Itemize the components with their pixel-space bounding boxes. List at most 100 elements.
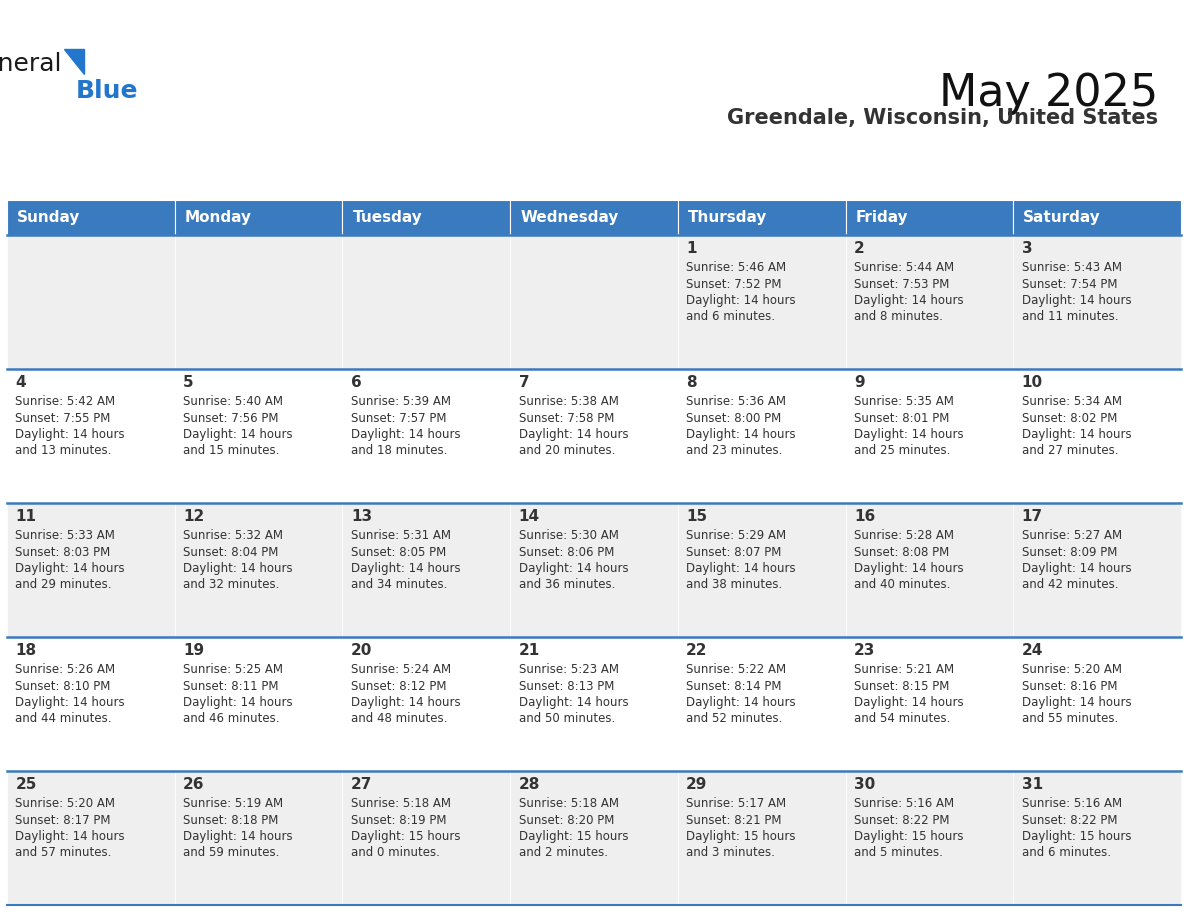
Text: Daylight: 14 hours: Daylight: 14 hours bbox=[350, 562, 461, 575]
Bar bbox=[175, 771, 342, 905]
Text: Sunset: 8:13 PM: Sunset: 8:13 PM bbox=[518, 679, 614, 692]
Text: and 20 minutes.: and 20 minutes. bbox=[518, 444, 615, 457]
Text: Sunset: 8:09 PM: Sunset: 8:09 PM bbox=[1022, 545, 1117, 558]
Bar bbox=[7, 369, 175, 503]
Text: Sunrise: 5:31 AM: Sunrise: 5:31 AM bbox=[350, 529, 450, 542]
Text: Sunrise: 5:26 AM: Sunrise: 5:26 AM bbox=[15, 663, 115, 676]
Text: and 52 minutes.: and 52 minutes. bbox=[687, 712, 783, 725]
Text: 24: 24 bbox=[1022, 643, 1043, 658]
Text: Sunrise: 5:21 AM: Sunrise: 5:21 AM bbox=[854, 663, 954, 676]
Text: Sunrise: 5:30 AM: Sunrise: 5:30 AM bbox=[518, 529, 619, 542]
Text: Sunrise: 5:40 AM: Sunrise: 5:40 AM bbox=[183, 395, 283, 408]
Text: Sunrise: 5:24 AM: Sunrise: 5:24 AM bbox=[350, 663, 451, 676]
Bar bbox=[510, 235, 678, 369]
Text: 1: 1 bbox=[687, 241, 696, 256]
Text: and 59 minutes.: and 59 minutes. bbox=[183, 846, 279, 859]
Text: 7: 7 bbox=[518, 375, 529, 390]
Text: Sunset: 8:16 PM: Sunset: 8:16 PM bbox=[1022, 679, 1117, 692]
Text: Daylight: 15 hours: Daylight: 15 hours bbox=[854, 830, 963, 843]
Text: Sunset: 8:14 PM: Sunset: 8:14 PM bbox=[687, 679, 782, 692]
Text: 22: 22 bbox=[687, 643, 708, 658]
Text: Sunset: 8:22 PM: Sunset: 8:22 PM bbox=[1022, 813, 1117, 826]
Text: Sunrise: 5:46 AM: Sunrise: 5:46 AM bbox=[687, 261, 786, 274]
Bar bbox=[7, 771, 175, 905]
Text: 2: 2 bbox=[854, 241, 865, 256]
Bar bbox=[175, 235, 342, 369]
Text: Daylight: 14 hours: Daylight: 14 hours bbox=[183, 562, 292, 575]
Text: Monday: Monday bbox=[185, 210, 252, 225]
Text: Sunrise: 5:38 AM: Sunrise: 5:38 AM bbox=[518, 395, 619, 408]
Text: Daylight: 14 hours: Daylight: 14 hours bbox=[854, 696, 963, 709]
Text: Sunset: 8:12 PM: Sunset: 8:12 PM bbox=[350, 679, 447, 692]
Text: 28: 28 bbox=[518, 777, 539, 792]
Text: Sunrise: 5:43 AM: Sunrise: 5:43 AM bbox=[1022, 261, 1121, 274]
Text: Saturday: Saturday bbox=[1023, 210, 1101, 225]
Text: Sunrise: 5:19 AM: Sunrise: 5:19 AM bbox=[183, 797, 283, 810]
Text: 17: 17 bbox=[1022, 509, 1043, 524]
Text: 31: 31 bbox=[1022, 777, 1043, 792]
Bar bbox=[678, 369, 846, 503]
Polygon shape bbox=[64, 49, 84, 74]
Text: and 48 minutes.: and 48 minutes. bbox=[350, 712, 447, 725]
Bar bbox=[7, 235, 175, 369]
Bar bbox=[175, 637, 342, 771]
Text: Daylight: 14 hours: Daylight: 14 hours bbox=[1022, 696, 1131, 709]
Text: Sunset: 7:56 PM: Sunset: 7:56 PM bbox=[183, 411, 279, 424]
Text: Sunset: 8:06 PM: Sunset: 8:06 PM bbox=[518, 545, 614, 558]
Text: Sunrise: 5:18 AM: Sunrise: 5:18 AM bbox=[350, 797, 450, 810]
Text: 26: 26 bbox=[183, 777, 204, 792]
Text: Daylight: 14 hours: Daylight: 14 hours bbox=[518, 562, 628, 575]
Bar bbox=[1013, 637, 1181, 771]
Text: Tuesday: Tuesday bbox=[353, 210, 422, 225]
Bar bbox=[510, 637, 678, 771]
Text: 16: 16 bbox=[854, 509, 876, 524]
Text: and 55 minutes.: and 55 minutes. bbox=[1022, 712, 1118, 725]
Bar bbox=[7, 200, 175, 235]
Text: Sunset: 8:00 PM: Sunset: 8:00 PM bbox=[687, 411, 782, 424]
Bar bbox=[342, 200, 510, 235]
Text: Daylight: 14 hours: Daylight: 14 hours bbox=[1022, 562, 1131, 575]
Bar bbox=[342, 771, 510, 905]
Bar bbox=[846, 771, 1013, 905]
Text: Daylight: 14 hours: Daylight: 14 hours bbox=[687, 294, 796, 307]
Text: and 40 minutes.: and 40 minutes. bbox=[854, 578, 950, 591]
Text: Sunset: 7:52 PM: Sunset: 7:52 PM bbox=[687, 277, 782, 290]
Text: 12: 12 bbox=[183, 509, 204, 524]
Text: Sunrise: 5:39 AM: Sunrise: 5:39 AM bbox=[350, 395, 450, 408]
Text: Sunset: 7:53 PM: Sunset: 7:53 PM bbox=[854, 277, 949, 290]
Text: and 36 minutes.: and 36 minutes. bbox=[518, 578, 615, 591]
Text: 6: 6 bbox=[350, 375, 361, 390]
Text: Sunset: 7:58 PM: Sunset: 7:58 PM bbox=[518, 411, 614, 424]
Bar bbox=[510, 200, 678, 235]
Bar bbox=[175, 369, 342, 503]
Text: Sunrise: 5:20 AM: Sunrise: 5:20 AM bbox=[15, 797, 115, 810]
Text: Daylight: 15 hours: Daylight: 15 hours bbox=[1022, 830, 1131, 843]
Text: Sunset: 8:22 PM: Sunset: 8:22 PM bbox=[854, 813, 949, 826]
Text: Sunset: 8:04 PM: Sunset: 8:04 PM bbox=[183, 545, 278, 558]
Text: Sunset: 7:54 PM: Sunset: 7:54 PM bbox=[1022, 277, 1117, 290]
Text: Sunrise: 5:28 AM: Sunrise: 5:28 AM bbox=[854, 529, 954, 542]
Bar bbox=[175, 200, 342, 235]
Text: Sunset: 8:19 PM: Sunset: 8:19 PM bbox=[350, 813, 447, 826]
Text: Sunset: 8:07 PM: Sunset: 8:07 PM bbox=[687, 545, 782, 558]
Text: and 0 minutes.: and 0 minutes. bbox=[350, 846, 440, 859]
Text: Sunrise: 5:18 AM: Sunrise: 5:18 AM bbox=[518, 797, 619, 810]
Text: 25: 25 bbox=[15, 777, 37, 792]
Text: Daylight: 14 hours: Daylight: 14 hours bbox=[183, 696, 292, 709]
Text: Sunrise: 5:36 AM: Sunrise: 5:36 AM bbox=[687, 395, 786, 408]
Text: Sunset: 8:11 PM: Sunset: 8:11 PM bbox=[183, 679, 279, 692]
Text: Sunrise: 5:16 AM: Sunrise: 5:16 AM bbox=[1022, 797, 1121, 810]
Text: Sunrise: 5:17 AM: Sunrise: 5:17 AM bbox=[687, 797, 786, 810]
Text: General: General bbox=[0, 52, 62, 76]
Text: Sunset: 8:15 PM: Sunset: 8:15 PM bbox=[854, 679, 949, 692]
Text: Sunset: 7:57 PM: Sunset: 7:57 PM bbox=[350, 411, 447, 424]
Text: Sunset: 7:55 PM: Sunset: 7:55 PM bbox=[15, 411, 110, 424]
Text: Daylight: 14 hours: Daylight: 14 hours bbox=[183, 428, 292, 441]
Text: Sunset: 8:10 PM: Sunset: 8:10 PM bbox=[15, 679, 110, 692]
Bar bbox=[1013, 369, 1181, 503]
Bar bbox=[510, 503, 678, 637]
Text: 23: 23 bbox=[854, 643, 876, 658]
Text: Sunrise: 5:25 AM: Sunrise: 5:25 AM bbox=[183, 663, 283, 676]
Text: Sunrise: 5:27 AM: Sunrise: 5:27 AM bbox=[1022, 529, 1121, 542]
Text: Sunrise: 5:23 AM: Sunrise: 5:23 AM bbox=[518, 663, 619, 676]
